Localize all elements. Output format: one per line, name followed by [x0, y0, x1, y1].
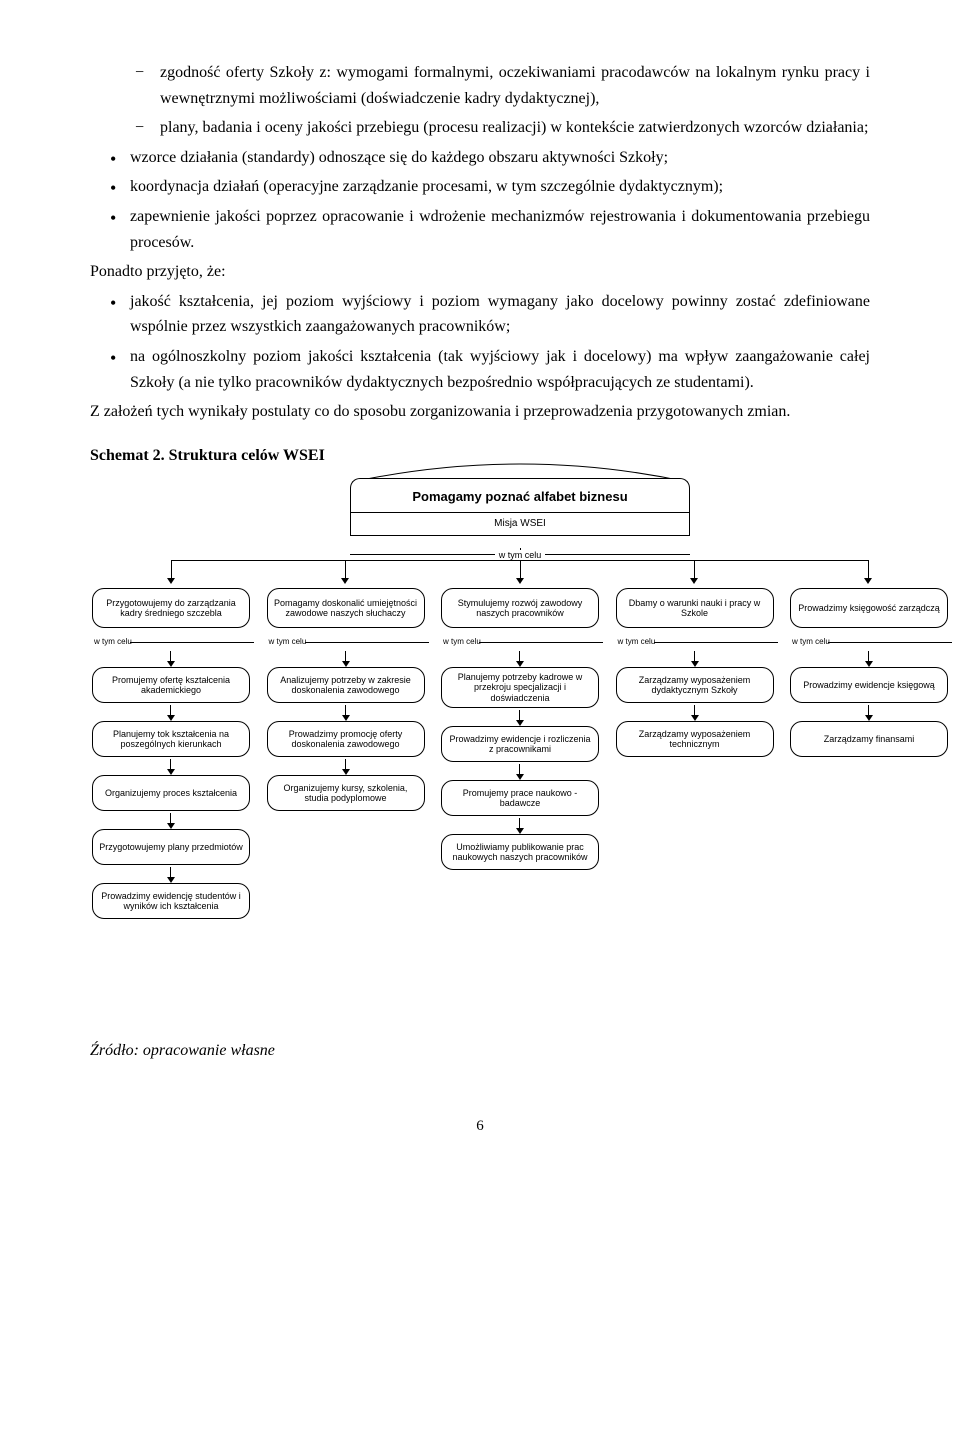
- lead-goal-node: Stymulujemy rozwój zawodowy naszych prac…: [441, 588, 599, 628]
- connector-label: w tym celu: [437, 636, 603, 649]
- sub-goal-node: Promujemy prace naukowo - badawcze: [441, 780, 599, 816]
- goal-column: Stymulujemy rozwój zawodowy naszych prac…: [439, 588, 601, 925]
- bullet-list-2: jakość kształcenia, jej poziom wyjściowy…: [90, 289, 870, 395]
- sub-goal-node: Analizujemy potrzeby w zakresie doskonal…: [267, 667, 425, 703]
- figure-source: Źródło: opracowanie własne: [90, 1038, 870, 1064]
- bullet-item: na ogólnoszkolny poziom jakości kształce…: [90, 344, 870, 395]
- sub-goal-node: Zarządzamy wyposażeniem dydaktycznym Szk…: [616, 667, 774, 703]
- sub-goal-node: Prowadzimy ewidencję studentów i wyników…: [92, 883, 250, 919]
- lead-goal-node: Dbamy o warunki nauki i pracy w Szkole: [616, 588, 774, 628]
- bullet-list-1: wzorce działania (standardy) odnoszące s…: [90, 145, 870, 255]
- sub-goal-node: Prowadzimy ewidencje i rozliczenia z pra…: [441, 726, 599, 762]
- dash-item: zgodność oferty Szkoły z: wymogami forma…: [90, 60, 870, 111]
- body-text: zgodność oferty Szkoły z: wymogami forma…: [90, 60, 870, 468]
- page-number: 6: [90, 1114, 870, 1138]
- mission-banner: Pomagamy poznać alfabet biznesu Misja WS…: [350, 478, 690, 536]
- goal-column: Przygotowujemy do zarządzania kadry śred…: [90, 588, 252, 925]
- bullet-item: jakość kształcenia, jej poziom wyjściowy…: [90, 289, 870, 340]
- sub-goal-node: Promujemy ofertę kształcenia akademickie…: [92, 667, 250, 703]
- connector-label: w tym celu: [612, 636, 778, 649]
- columns: Przygotowujemy do zarządzania kadry śred…: [90, 588, 950, 925]
- sub-goal-node: Planujemy potrzeby kadrowe w przekroju s…: [441, 667, 599, 708]
- goal-column: Pomagamy doskonalić umiejętności zawodow…: [265, 588, 427, 925]
- mission-subtitle: Misja WSEI: [350, 512, 690, 536]
- dash-list: zgodność oferty Szkoły z: wymogami forma…: [90, 60, 870, 141]
- connector-label: w tym celu: [263, 636, 429, 649]
- sub-goal-node: Organizujemy kursy, szkolenia, studia po…: [267, 775, 425, 811]
- lead-goal-node: Prowadzimy księgowość zarządczą: [790, 588, 948, 628]
- bullet-item: wzorce działania (standardy) odnoszące s…: [90, 145, 870, 171]
- bullet-item: zapewnienie jakości poprzez opracowanie …: [90, 204, 870, 255]
- sub-goal-node: Zarządzamy finansami: [790, 721, 948, 757]
- paragraph: Z założeń tych wynikały postulaty co do …: [90, 399, 870, 425]
- bullet-item: koordynacja działań (operacyjne zarządza…: [90, 174, 870, 200]
- sub-goal-node: Przygotowujemy plany przedmiotów: [92, 829, 250, 865]
- sub-goal-node: Organizujemy proces kształcenia: [92, 775, 250, 811]
- goals-structure-diagram: Pomagamy poznać alfabet biznesu Misja WS…: [90, 478, 950, 998]
- lead-goal-node: Przygotowujemy do zarządzania kadry śred…: [92, 588, 250, 628]
- goal-column: Prowadzimy księgowość zarządczą w tym ce…: [788, 588, 950, 925]
- goal-column: Dbamy o warunki nauki i pracy w Szkole w…: [614, 588, 776, 925]
- dash-item: plany, badania i oceny jakości przebiegu…: [90, 115, 870, 141]
- connector-label: w tym celu: [786, 636, 952, 649]
- mission-title: Pomagamy poznać alfabet biznesu: [350, 478, 690, 512]
- sub-goal-node: Umożliwiamy publikowanie prac naukowych …: [441, 834, 599, 870]
- fan-connector: [90, 560, 950, 588]
- sub-goal-node: Prowadzimy promocję oferty doskonalenia …: [267, 721, 425, 757]
- paragraph: Ponadto przyjęto, że:: [90, 259, 870, 285]
- lead-goal-node: Pomagamy doskonalić umiejętności zawodow…: [267, 588, 425, 628]
- sub-goal-node: Planujemy tok kształcenia na poszególnyc…: [92, 721, 250, 757]
- connector-label: w tym celu: [88, 636, 254, 649]
- sub-goal-node: Zarządzamy wyposażeniem technicznym: [616, 721, 774, 757]
- sub-goal-node: Prowadzimy ewidencje księgową: [790, 667, 948, 703]
